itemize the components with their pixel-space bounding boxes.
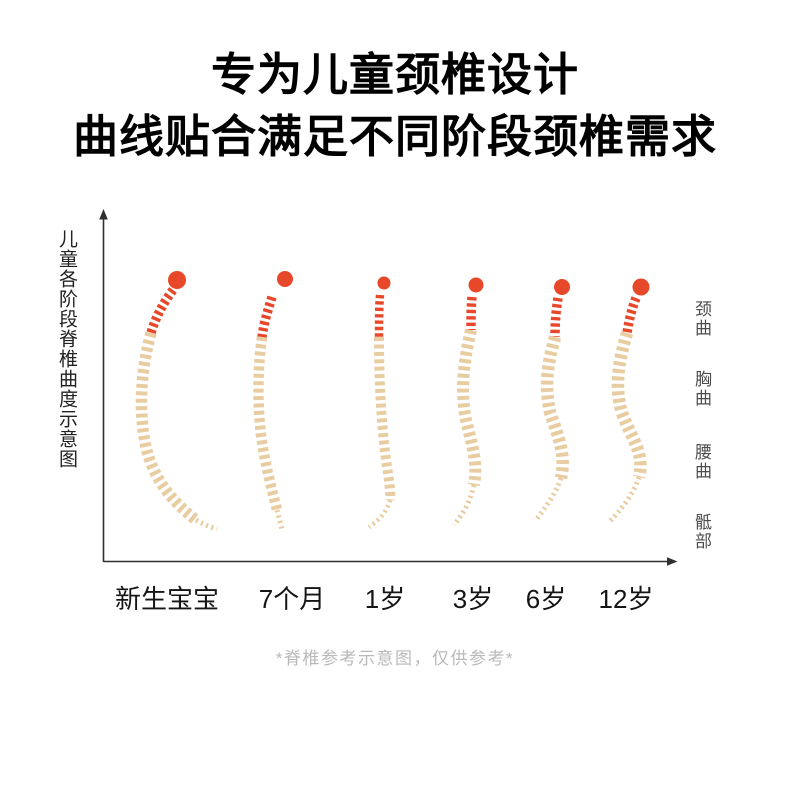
spine-tail <box>194 517 218 532</box>
spine-body <box>374 336 396 501</box>
age-label-12years: 12岁 <box>598 584 654 614</box>
title-line-2: 曲线贴合满足不同阶段颈椎需求 <box>72 111 717 162</box>
footnote: *脊椎参考示意图，仅供参考* <box>275 649 515 668</box>
age-label-7months: 7个月 <box>258 584 326 614</box>
spine-body <box>457 328 482 487</box>
y-axis-label: 儿童各阶段脊椎曲度示意图 <box>56 229 77 469</box>
axes <box>102 217 669 563</box>
head-vertebra <box>554 279 570 295</box>
spine-7months <box>253 271 293 531</box>
age-label-3years: 3岁 <box>452 584 494 614</box>
age-label-1year: 1岁 <box>364 584 406 614</box>
age-label-6years: 6岁 <box>525 584 567 614</box>
spine-tail <box>274 509 285 531</box>
spine-1year <box>367 276 396 529</box>
spine-3years <box>452 277 484 527</box>
region-label-sacral: 骶部 <box>692 513 711 551</box>
head-vertebra <box>468 277 484 293</box>
cervical-segment <box>622 296 641 334</box>
cervical-segment <box>146 287 177 335</box>
cervical-segment <box>374 294 385 338</box>
spine-tail <box>534 477 564 522</box>
spine-newborn <box>135 271 218 532</box>
spine-tail <box>608 476 642 523</box>
spine-body <box>540 335 569 480</box>
age-label-newborn: 新生宝宝 <box>114 584 220 614</box>
region-label-thoracic: 胸曲 <box>692 370 711 408</box>
region-label-cervical: 颈曲 <box>692 300 711 338</box>
head-vertebra <box>277 271 293 287</box>
cervical-segment <box>466 296 477 331</box>
head-vertebra <box>168 271 186 289</box>
spine-12years <box>608 278 650 523</box>
cervical-segment <box>550 297 563 338</box>
head-vertebra <box>377 276 391 290</box>
spine-6years <box>534 279 570 522</box>
head-vertebra <box>632 278 650 296</box>
spine-body <box>135 331 200 525</box>
spine-tail <box>452 484 477 527</box>
y-axis-arrow-icon <box>99 209 108 220</box>
spine-body <box>611 331 647 479</box>
cervical-segment <box>257 295 277 338</box>
region-label-lumbar: 腰曲 <box>692 443 711 481</box>
spine-tail <box>367 499 393 529</box>
page-title: 专为儿童颈椎设计 曲线贴合满足不同阶段颈椎需求 <box>0 44 790 168</box>
title-line-1: 专为儿童颈椎设计 <box>210 49 579 100</box>
x-axis-arrow-icon <box>667 557 678 566</box>
spine-body <box>253 336 283 512</box>
